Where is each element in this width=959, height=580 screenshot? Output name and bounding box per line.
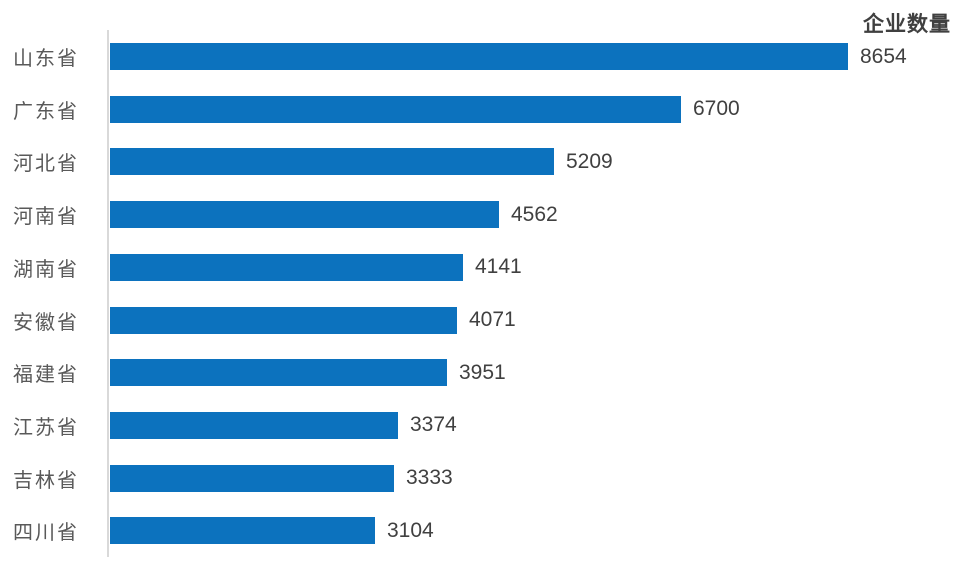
- bar: [110, 464, 394, 492]
- category-label: 山东省: [13, 48, 79, 70]
- category-label: 河北省: [13, 153, 79, 176]
- bar: [110, 201, 499, 229]
- bar: [110, 306, 457, 334]
- value-label: 4071: [469, 308, 516, 331]
- bar: [110, 359, 447, 387]
- value-label: 3104: [387, 518, 434, 542]
- bar: [110, 95, 681, 123]
- bar-row: 广东省 6700: [0, 83, 959, 136]
- bar: [110, 43, 848, 70]
- value-label: 3951: [459, 360, 506, 384]
- category-label: 四川省: [13, 522, 79, 545]
- bar-row: 江苏省 3374: [0, 399, 959, 452]
- bar: [110, 148, 554, 176]
- category-label: 江苏省: [13, 416, 79, 439]
- bar-row: 山东省 8654: [0, 30, 959, 83]
- bar-row: 福建省 3951: [0, 346, 959, 399]
- series-legend: 企业数量: [863, 13, 951, 36]
- bar-row: 河北省 5209: [0, 135, 959, 188]
- value-label: 4141: [475, 255, 522, 279]
- category-label: 吉林省: [13, 469, 79, 492]
- value-label: 4562: [511, 202, 558, 226]
- category-label: 湖南省: [13, 258, 79, 281]
- category-label: 安徽省: [13, 311, 79, 334]
- value-label: 6700: [693, 97, 740, 121]
- bar-row: 河南省 4562: [0, 188, 959, 241]
- bar: [110, 411, 398, 439]
- bar: [110, 253, 463, 281]
- bar-row: 吉林省 3333: [0, 452, 959, 505]
- bar-row: 安徽省 4071: [0, 294, 959, 347]
- bar-row: 湖南省 4141: [0, 241, 959, 294]
- category-label: 广东省: [13, 100, 79, 123]
- bar: [110, 517, 375, 545]
- value-label: 3374: [410, 413, 457, 437]
- category-label: 河南省: [13, 206, 79, 229]
- bar-row: 四川省 3104: [0, 504, 959, 557]
- value-label: 8654: [860, 44, 907, 68]
- y-axis-line: [107, 30, 109, 557]
- value-label: 3333: [406, 466, 453, 490]
- category-label: 福建省: [13, 364, 79, 387]
- value-label: 5209: [566, 149, 613, 173]
